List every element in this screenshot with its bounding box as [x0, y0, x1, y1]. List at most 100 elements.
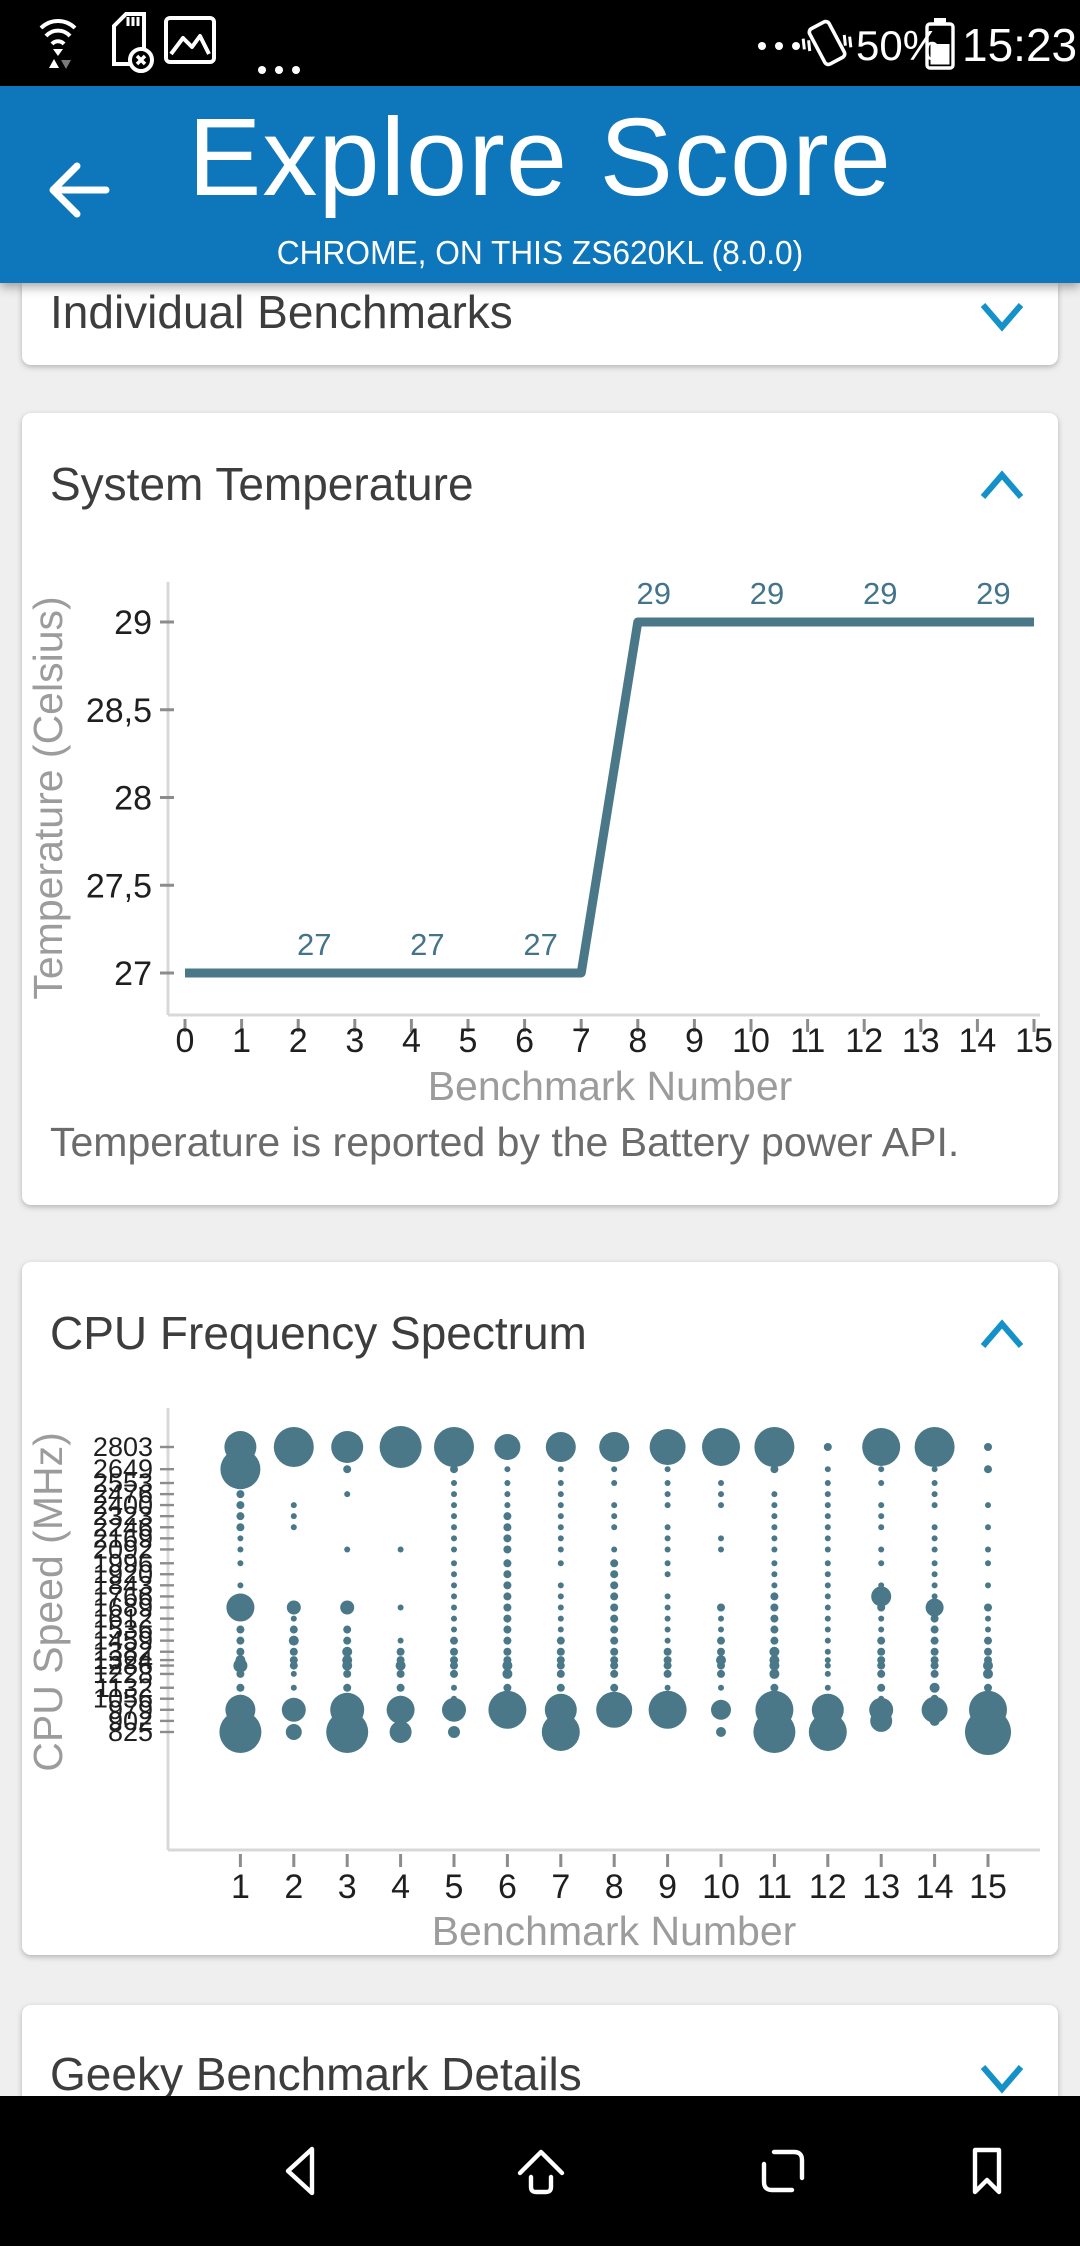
svg-text:2649: 2649	[93, 1454, 153, 1484]
svg-text:27: 27	[523, 927, 557, 962]
svg-text:5: 5	[445, 1868, 464, 1906]
svg-text:27: 27	[297, 927, 331, 962]
nav-home-icon[interactable]	[512, 2142, 570, 2200]
nav-back-icon[interactable]	[274, 2142, 332, 2200]
svg-text:2: 2	[289, 1022, 308, 1060]
cpu-frequency-spectrum-title[interactable]: CPU Frequency Spectrum	[50, 1307, 587, 1359]
svg-text:2323: 2323	[93, 1501, 153, 1531]
svg-text:29: 29	[750, 576, 784, 611]
system-temperature-title[interactable]: System Temperature	[50, 458, 474, 510]
chevron-up-icon[interactable]	[976, 1314, 1028, 1354]
svg-text:29: 29	[637, 576, 671, 611]
status-overflow-dots	[758, 42, 800, 50]
image-icon	[164, 16, 216, 64]
page-subtitle: CHROME, ON THIS ZS620KL (8.0.0)	[276, 234, 804, 271]
individual-benchmarks-card: Individual Benchmarks	[22, 283, 1058, 365]
wifi-icon	[39, 18, 77, 69]
svg-text:1132: 1132	[95, 1673, 153, 1703]
svg-text:825: 825	[108, 1717, 153, 1747]
vibrate-icon	[801, 19, 853, 67]
svg-text:1996: 1996	[93, 1548, 153, 1578]
svg-text:Temperature (Celsius): Temperature (Celsius)	[25, 596, 71, 999]
svg-text:1228: 1228	[93, 1659, 153, 1689]
status-bar: 50% 15:23	[0, 0, 1080, 86]
svg-text:Benchmark Number: Benchmark Number	[432, 1908, 797, 1954]
svg-text:4: 4	[402, 1022, 421, 1060]
svg-text:0: 0	[176, 1022, 195, 1060]
svg-text:27,5: 27,5	[86, 867, 152, 905]
nav-bookmark-icon[interactable]	[958, 2142, 1016, 2200]
svg-text:12: 12	[809, 1868, 847, 1906]
svg-text:1324: 1324	[93, 1645, 153, 1675]
svg-text:1056: 1056	[93, 1684, 153, 1714]
svg-text:2169: 2169	[93, 1523, 153, 1553]
svg-text:28,5: 28,5	[86, 692, 152, 730]
chevron-down-icon[interactable]	[976, 297, 1028, 337]
svg-text:1536: 1536	[93, 1615, 153, 1645]
svg-text:2: 2	[284, 1868, 303, 1906]
svg-text:14: 14	[916, 1868, 954, 1906]
clock-text: 15:23	[962, 19, 1078, 71]
svg-text:15: 15	[1015, 1022, 1053, 1060]
geeky-benchmark-details-title[interactable]: Geeky Benchmark Details	[50, 2048, 582, 2100]
cpu-bubble-chart: 2803264925532476240023232246216920921996…	[25, 1408, 1040, 1954]
sd-card-error-icon	[112, 12, 154, 73]
svg-text:1920: 1920	[93, 1559, 153, 1589]
temperature-caption: Temperature is reported by the Battery p…	[50, 1119, 960, 1165]
svg-text:8: 8	[628, 1022, 647, 1060]
svg-text:13: 13	[862, 1868, 900, 1906]
svg-text:5: 5	[459, 1022, 478, 1060]
svg-text:1459: 1459	[93, 1626, 153, 1656]
svg-text:11: 11	[757, 1868, 792, 1906]
svg-text:6: 6	[515, 1022, 534, 1060]
svg-text:1286: 1286	[93, 1651, 153, 1681]
svg-text:902: 902	[108, 1706, 153, 1736]
app-bar: Explore Score CHROME, ON THIS ZS620KL (8…	[0, 86, 1080, 283]
svg-text:4: 4	[391, 1868, 410, 1906]
chevron-up-icon[interactable]	[976, 465, 1028, 505]
svg-text:7: 7	[551, 1868, 570, 1906]
chevron-down-icon[interactable]	[976, 2059, 1028, 2099]
more-notifications-dots	[258, 66, 300, 74]
svg-text:6: 6	[498, 1868, 517, 1906]
svg-text:1: 1	[231, 1868, 250, 1906]
svg-text:1766: 1766	[93, 1581, 153, 1611]
svg-text:10: 10	[702, 1868, 740, 1906]
page-title: Explore Score	[188, 96, 892, 219]
svg-text:2803: 2803	[93, 1432, 153, 1462]
svg-text:14: 14	[958, 1022, 996, 1060]
svg-text:CPU Speed (MHz): CPU Speed (MHz)	[25, 1432, 71, 1771]
svg-text:1612: 1612	[93, 1604, 153, 1634]
svg-text:1689: 1689	[93, 1593, 153, 1623]
navigation-bar	[0, 2096, 1080, 2246]
svg-text:12: 12	[845, 1022, 883, 1060]
svg-text:2400: 2400	[93, 1490, 153, 1520]
cpu-frequency-spectrum-card: CPU Frequency Spectrum 2803 2649 2553 2476 2…	[22, 1262, 1058, 1955]
back-button[interactable]	[40, 152, 116, 228]
svg-text:1: 1	[232, 1022, 251, 1060]
svg-text:7: 7	[572, 1022, 591, 1060]
svg-text:2092: 2092	[93, 1534, 153, 1564]
svg-text:29: 29	[976, 576, 1010, 611]
svg-text:2476: 2476	[93, 1479, 153, 1509]
system-temperature-card: System Temperature 29 28,5 28 27,5 27 0 1 2 3 4 5 6…	[22, 413, 1058, 1205]
svg-text:13: 13	[902, 1022, 940, 1060]
svg-text:29: 29	[114, 604, 152, 642]
svg-text:27: 27	[114, 955, 152, 993]
svg-text:15: 15	[969, 1868, 1007, 1906]
svg-text:28: 28	[114, 780, 152, 818]
svg-text:29: 29	[863, 576, 897, 611]
svg-text:9: 9	[658, 1868, 677, 1906]
svg-text:1843: 1843	[93, 1570, 153, 1600]
battery-icon	[925, 18, 955, 70]
individual-benchmarks-title[interactable]: Individual Benchmarks	[50, 286, 513, 338]
svg-text:2553: 2553	[93, 1468, 153, 1498]
svg-text:1382: 1382	[93, 1637, 153, 1667]
svg-text:9: 9	[685, 1022, 704, 1060]
svg-text:Benchmark Number: Benchmark Number	[428, 1063, 793, 1109]
svg-text:27: 27	[410, 927, 444, 962]
nav-recents-icon[interactable]	[754, 2142, 812, 2200]
svg-text:8: 8	[605, 1868, 624, 1906]
